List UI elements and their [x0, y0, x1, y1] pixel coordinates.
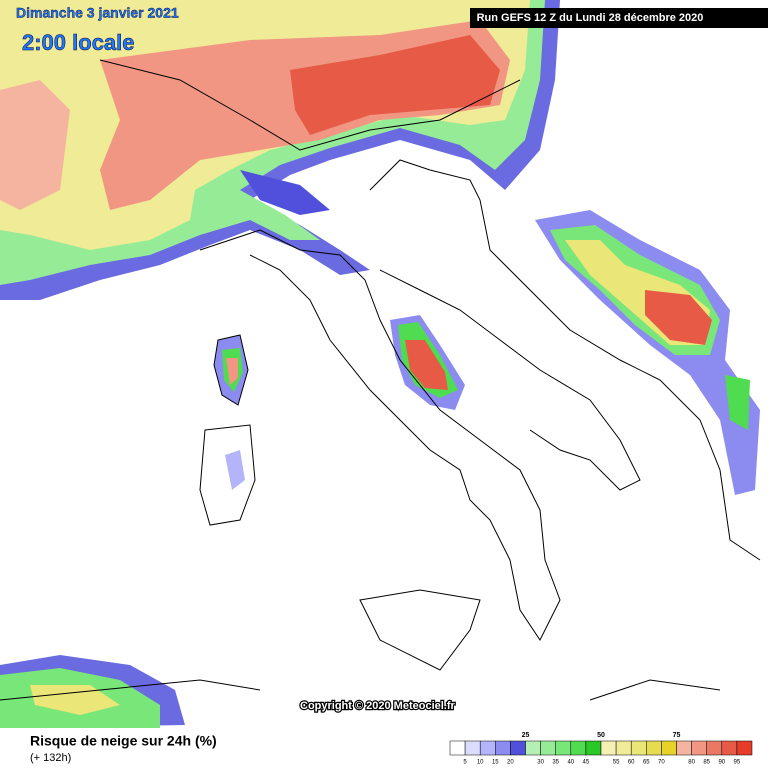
- legend-swatch: [585, 740, 602, 756]
- legend: 25 50 75 5 10 15 20 30 35 40 45 55 60 65 70 80 85 90 95: [449, 732, 753, 766]
- legend-bottom-label: 85: [703, 760, 710, 766]
- legend-swatch: [706, 740, 723, 756]
- legend-bottom-label: 95: [734, 760, 741, 766]
- legend-top-label: 25: [522, 732, 530, 739]
- snow-areas: [0, 0, 760, 728]
- coastlines: [0, 59, 761, 701]
- date: Dimanche 3 janvier 2021: [16, 5, 179, 21]
- legend-swatch: [570, 740, 587, 756]
- legend-bottom-label: 80: [688, 760, 695, 766]
- legend-swatch: [540, 740, 556, 756]
- legend-swatch: [525, 740, 541, 756]
- legend-swatch: [646, 740, 662, 756]
- legend-bottom-label: 35: [552, 760, 559, 766]
- legend-swatch: [661, 740, 677, 756]
- legend-bottom-label: 15: [492, 760, 499, 766]
- legend-swatch: [464, 740, 481, 756]
- legend-bottom-label: 45: [583, 760, 590, 766]
- legend-bottom-label: 60: [628, 760, 635, 766]
- legend-swatch: [510, 740, 526, 756]
- footer-title: Risque de neige sur 24h (%): [30, 733, 217, 749]
- legend-bottom-label: 65: [643, 760, 650, 766]
- legend-swatch: [691, 740, 707, 756]
- footer-subtitle: (+ 132h): [30, 752, 71, 764]
- legend-bottom-label: 70: [658, 760, 665, 766]
- legend-swatch: [555, 740, 572, 756]
- time: 2:00 locale: [22, 30, 135, 55]
- legend-swatch: [449, 740, 466, 756]
- legend-swatch: [630, 740, 647, 756]
- legend-swatch: [676, 740, 692, 756]
- legend-bottom-label: 55: [613, 760, 620, 766]
- legend-swatch: [495, 740, 511, 756]
- legend-swatch: [736, 740, 753, 756]
- legend-top-label: 50: [597, 732, 605, 739]
- legend-swatch: [615, 740, 632, 756]
- legend-bottom-label: 20: [507, 760, 514, 766]
- legend-swatch: [479, 740, 496, 756]
- legend-bottom-label: 5: [463, 760, 467, 766]
- legend-bottom-label: 90: [718, 760, 725, 766]
- legend-swatch: [721, 740, 738, 756]
- run-box: [470, 8, 768, 28]
- legend-bottom-label: 10: [477, 760, 484, 766]
- copyright: Copyright © 2020 Meteociel.fr: [300, 700, 456, 712]
- run: Run GEFS 12 Z du Lundi 28 décembre 2020: [477, 12, 704, 24]
- legend-bottom-label: 40: [567, 760, 574, 766]
- legend-swatch: [600, 740, 617, 756]
- legend-bottom-label: 30: [537, 760, 544, 766]
- legend-top-label: 75: [673, 732, 681, 739]
